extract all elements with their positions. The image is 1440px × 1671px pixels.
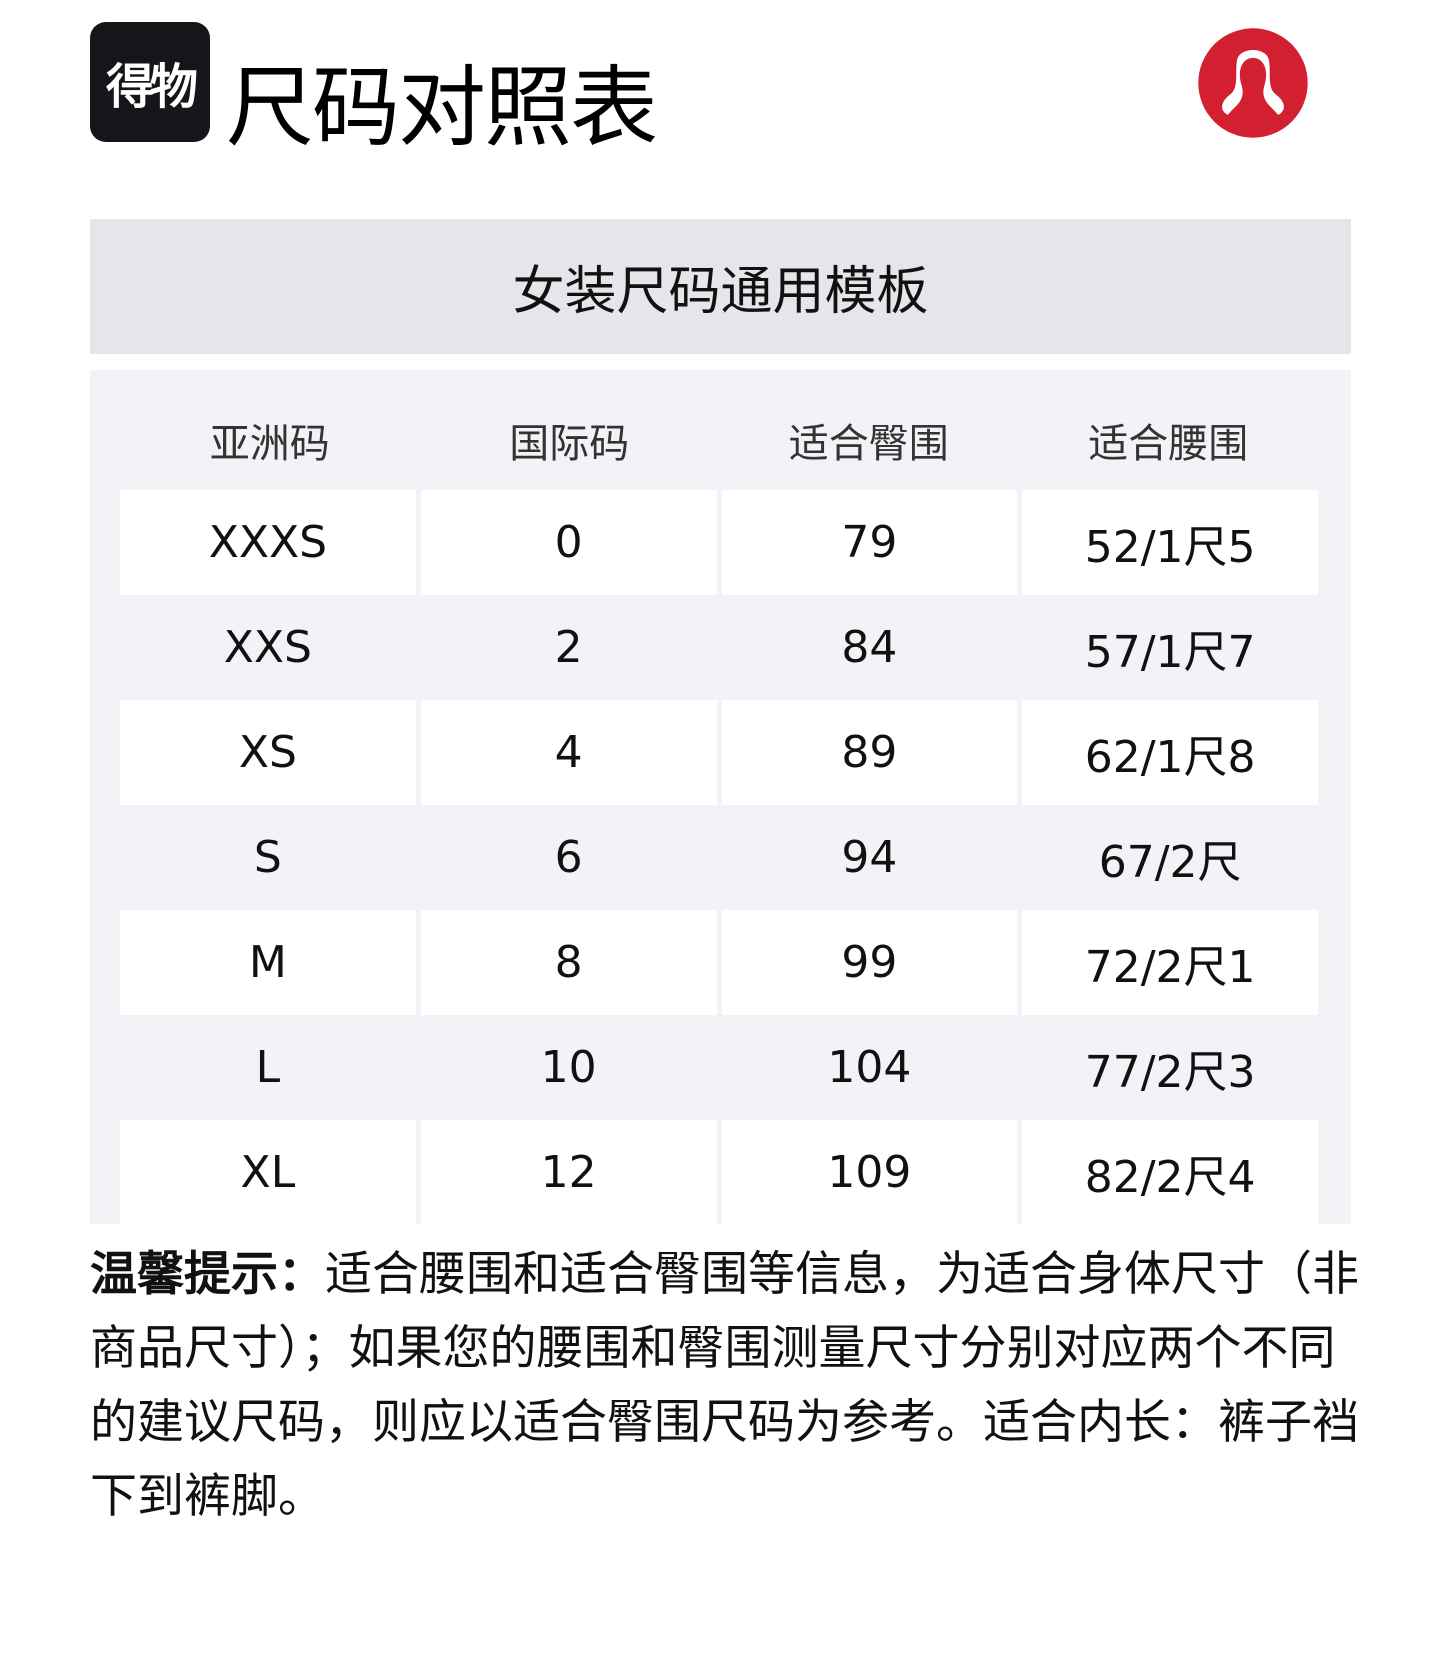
table-row: L 10 104 77/2尺3 xyxy=(120,1015,1318,1120)
page-title: 尺码对照表 xyxy=(226,56,658,159)
table-cell: 99 xyxy=(721,910,1018,1015)
column-header-asia-size: 亚洲码 xyxy=(209,421,330,467)
table-cell: 52/1尺5 xyxy=(1022,490,1318,595)
tips-note: 温馨提示：适合腰围和适合臀围等信息，为适合身体尺寸（非商品尺寸）；如果您的腰围和… xyxy=(90,1238,1380,1534)
table-cell: 89 xyxy=(721,700,1018,805)
table-cell: XXXS xyxy=(120,490,416,595)
table-cell: 67/2尺 xyxy=(1098,836,1242,888)
table-cell: 77/2尺3 xyxy=(1084,1046,1256,1098)
table-header: 亚洲码 国际码 适合臀围 适合腰围 xyxy=(120,390,1318,490)
table-cell: 8 xyxy=(420,910,717,1015)
table-cell: 109 xyxy=(721,1120,1018,1225)
table-cell: 6 xyxy=(554,832,583,883)
table-cell: L xyxy=(255,1042,281,1093)
table-cell: 12 xyxy=(420,1120,717,1225)
table-cell: 82/2尺4 xyxy=(1022,1120,1318,1225)
column-header-waist: 适合腰围 xyxy=(1088,421,1249,467)
table-cell: 94 xyxy=(841,832,898,883)
table-row: XXS 2 84 57/1尺7 xyxy=(120,595,1318,700)
tips-text: 适合腰围和适合臀围等信息，为适合身体尺寸（非商品尺寸）；如果您的腰围和臀围测量尺… xyxy=(90,1247,1359,1524)
table-row: S 6 94 67/2尺 xyxy=(120,805,1318,910)
table-cell: S xyxy=(253,832,282,883)
table-cell: 57/1尺7 xyxy=(1084,626,1256,678)
table-row: M 8 99 72/2尺1 xyxy=(120,910,1318,1015)
tips-label: 温馨提示： xyxy=(90,1247,325,1302)
column-header-hip: 适合臀围 xyxy=(788,421,949,467)
table-row: XXXS 0 79 52/1尺5 xyxy=(120,490,1318,595)
table-cell: 2 xyxy=(554,622,583,673)
table-cell: XXS xyxy=(223,622,312,673)
table-cell: 4 xyxy=(420,700,717,805)
size-table: 亚洲码 国际码 适合臀围 适合腰围 XXXS 0 79 52/1尺5 XXS 2 84 57/… xyxy=(90,370,1351,1225)
brand-logo: 得物 xyxy=(90,22,210,142)
table-cell: 10 xyxy=(540,1042,597,1093)
table-cell: XL xyxy=(120,1120,416,1225)
column-header-intl-size: 国际码 xyxy=(509,421,630,467)
table-cell: 79 xyxy=(721,490,1018,595)
table-title: 女装尺码通用模板 xyxy=(90,219,1351,354)
table-row: XS 4 89 62/1尺8 xyxy=(120,700,1318,805)
table-cell: 0 xyxy=(420,490,717,595)
table-cell: XS xyxy=(120,700,416,805)
table-cell: 104 xyxy=(827,1042,912,1093)
lululemon-logo-icon xyxy=(1198,28,1308,138)
table-cell: M xyxy=(120,910,416,1015)
table-cell: 72/2尺1 xyxy=(1022,910,1318,1015)
table-cell: 62/1尺8 xyxy=(1022,700,1318,805)
table-cell: 84 xyxy=(841,622,898,673)
table-row: XL 12 109 82/2尺4 xyxy=(120,1120,1318,1225)
